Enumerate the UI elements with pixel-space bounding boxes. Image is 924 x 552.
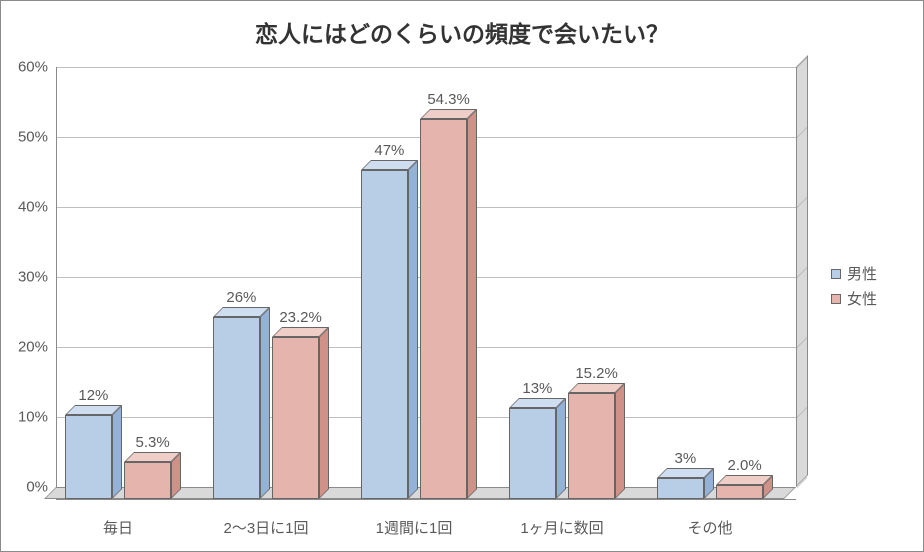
bar-男性 <box>657 478 704 499</box>
x-axis-line <box>56 499 796 500</box>
y-tick-label: 30% <box>18 269 56 286</box>
legend-item: 女性 <box>831 288 877 309</box>
bar-女性 <box>124 462 171 499</box>
x-tick-label: 1週間に1回 <box>376 517 453 538</box>
x-tick-label: 毎日 <box>103 517 133 538</box>
bar-女性 <box>272 337 319 499</box>
chart-title: 恋人にはどのくらいの頻度で会いたい？ <box>1 15 923 49</box>
data-label: 3% <box>675 450 697 467</box>
data-label: 23.2% <box>279 309 322 326</box>
y-tick-label: 10% <box>18 409 56 426</box>
data-label: 12% <box>78 387 108 404</box>
bar-男性 <box>361 170 408 499</box>
data-label: 54.3% <box>427 91 470 108</box>
bar-女性 <box>568 393 615 499</box>
bar-女性 <box>420 119 467 499</box>
data-label: 2.0% <box>727 457 761 474</box>
x-tick-label: その他 <box>687 517 732 538</box>
data-label: 47% <box>374 142 404 159</box>
data-label: 5.3% <box>135 434 169 451</box>
x-tick-label: 2～3日に1回 <box>223 517 308 538</box>
x-tick-label: 1ヶ月に数回 <box>520 517 603 538</box>
bar-男性 <box>213 317 260 499</box>
bar-女性 <box>716 485 763 499</box>
data-label: 13% <box>522 380 552 397</box>
chart-container: 恋人にはどのくらいの頻度で会いたい？ 0%10%20%30%40%50%60%毎… <box>0 0 924 552</box>
legend-label: 女性 <box>847 288 877 309</box>
y-tick-label: 40% <box>18 199 56 216</box>
legend-swatch <box>831 294 841 304</box>
bar-男性 <box>65 415 112 499</box>
legend-swatch <box>831 269 841 279</box>
y-tick-label: 50% <box>18 129 56 146</box>
legend-item: 男性 <box>831 263 877 284</box>
bar-男性 <box>509 408 556 499</box>
data-label: 26% <box>226 289 256 306</box>
wall-right <box>796 55 808 487</box>
data-label: 15.2% <box>575 365 618 382</box>
grid-line <box>56 67 796 68</box>
legend: 男性女性 <box>831 259 877 313</box>
y-tick-label: 60% <box>18 59 56 76</box>
plot-area: 0%10%20%30%40%50%60%毎日12%5.3%2～3日に1回26%2… <box>56 67 796 487</box>
y-tick-label: 20% <box>18 339 56 356</box>
legend-label: 男性 <box>847 263 877 284</box>
